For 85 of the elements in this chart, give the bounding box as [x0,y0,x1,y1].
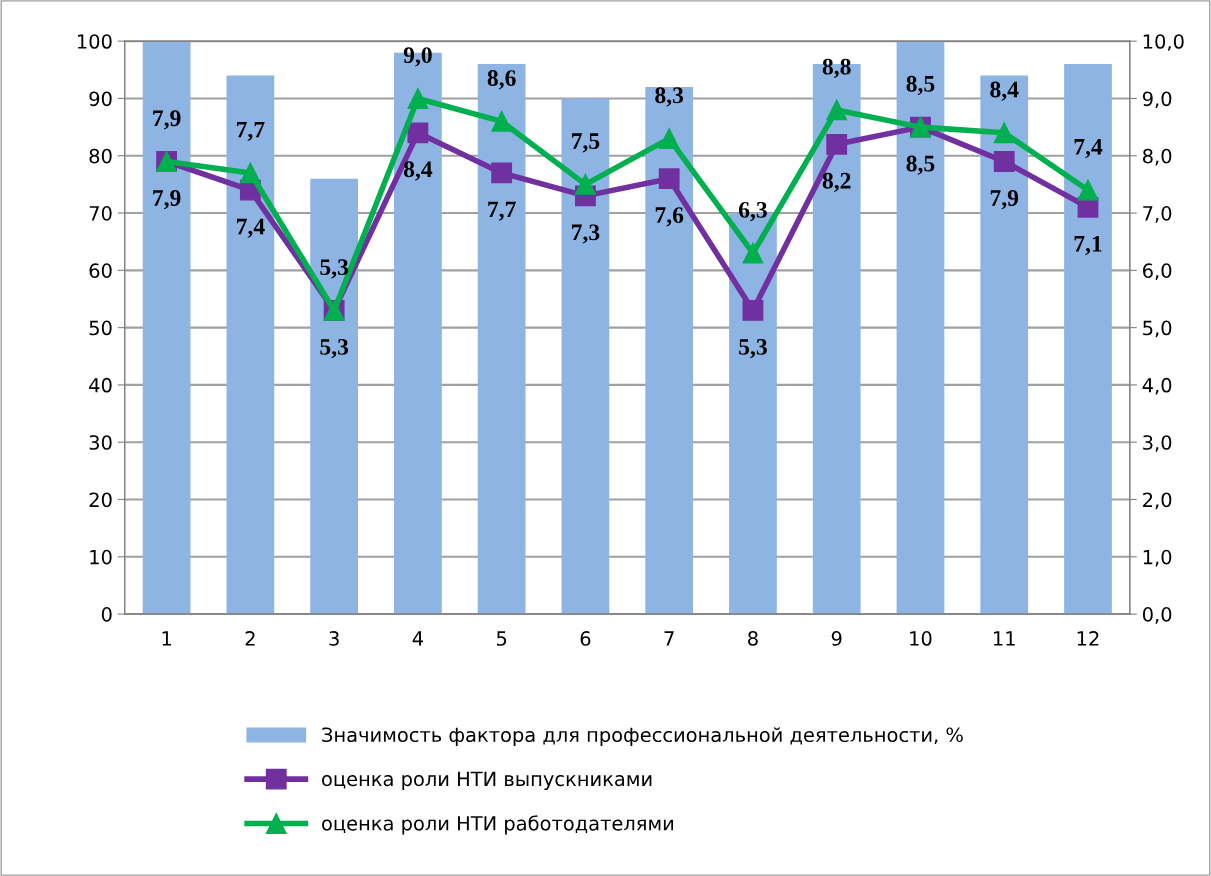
data-label: 7,6 [655,207,684,227]
x-tick-label: 4 [412,631,423,646]
data-label: 7,9 [990,190,1019,210]
point [993,151,1015,172]
y2-tick-label: 8,0 [1142,148,1172,166]
x-tick-label: 2 [245,631,255,646]
data-label: 7,3 [572,224,600,244]
y2-tick-label: 6,0 [1143,263,1172,280]
bar [477,64,526,615]
data-label: 8,2 [822,172,851,193]
point [993,122,1015,144]
point [742,300,764,321]
x-tick-label: 6 [580,631,591,646]
point [1077,179,1099,201]
y2-tick-label: 9,0 [1142,91,1172,109]
y-tick-label: 10 [90,549,112,565]
data-label: 7,4 [1074,139,1103,159]
data-label: 8,5 [906,155,935,175]
data-label: 8,8 [822,58,851,78]
y-tick-label: 40 [89,377,112,393]
data-label: 7,9 [153,190,181,210]
y-tick-label: 0 [101,607,112,622]
y-tick-label: 60 [89,263,112,278]
bar [1064,64,1112,615]
data-label: 7,1 [1074,235,1102,256]
x-tick-label: 5 [496,631,507,646]
data-label: 8,4 [990,81,1019,101]
x-tick-label: 11 [993,631,1015,646]
point [407,88,429,109]
data-label: 5,3 [320,259,349,279]
x-tick-label: 1 [162,631,171,646]
y2-tick-label: 4,0 [1142,377,1172,395]
y2-tick-label: 7,0 [1143,206,1172,223]
x-tick-label: 3 [329,631,339,646]
legend-label: оценка роли НТИ выпускниками [322,771,652,790]
x-tick-label: 12 [1077,631,1099,646]
bar [980,75,1029,615]
y2-tick-label: 5,0 [1143,320,1172,338]
data-label: 7,5 [572,133,600,153]
data-label: 6,3 [738,201,767,222]
y-tick-label: 70 [89,206,112,221]
bar [561,98,610,615]
point [575,173,596,195]
bar [310,178,359,615]
data-label: 7,7 [236,121,265,142]
y-tick-label: 50 [89,320,112,336]
y2-tick-label: 3,0 [1143,435,1172,452]
legend-label: Значимость фактора для профессиональной деятельности, % [322,727,963,746]
point [491,110,513,132]
x-tick-label: 7 [664,631,674,646]
data-label: 8,4 [403,161,433,181]
bar [645,87,694,615]
legend-label: оценка роли НТИ работодателями [322,815,674,835]
bar [226,75,275,615]
data-label: 9,0 [403,47,432,67]
y2-tick-label: 2,0 [1143,492,1172,510]
data-label: 7,7 [488,201,516,221]
data-label: 5,3 [320,338,349,359]
y-tick-label: 90 [89,91,112,107]
data-label: 5,3 [739,338,767,359]
point [826,99,848,121]
point [658,168,680,190]
point [491,162,513,184]
data-label: 8,6 [487,70,516,90]
y-tick-label: 100 [77,34,112,49]
bar [896,41,945,615]
y-tick-label: 30 [89,435,112,450]
point [658,128,680,149]
point [407,122,429,144]
x-tick-label: 9 [831,631,842,646]
data-label: 8,5 [906,75,935,96]
bar [142,41,191,615]
data-label: 7,9 [153,110,181,130]
point [239,162,261,184]
point [826,133,848,155]
x-tick-label: 10 [910,631,932,646]
y2-tick-label: 1,0 [1143,549,1172,567]
data-label: 8,3 [655,87,684,107]
x-tick-label: 8 [748,631,758,646]
point [742,242,764,264]
y-tick-label: 80 [89,148,112,164]
y2-tick-label: 10,0 [1143,34,1184,51]
data-label: 7,4 [236,218,265,238]
y2-tick-label: 0,0 [1142,607,1172,624]
y-tick-label: 20 [89,492,112,508]
